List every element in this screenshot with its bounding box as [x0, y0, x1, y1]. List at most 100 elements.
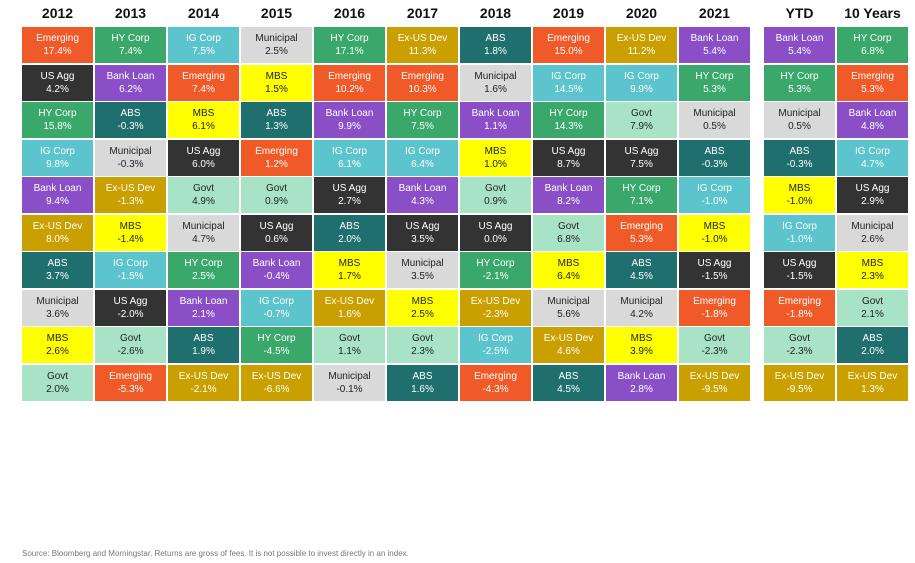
asset-class-label: US Agg: [478, 220, 513, 232]
asset-class-label: IG Corp: [550, 70, 586, 82]
return-cell: HY Corp 15.8%: [22, 102, 93, 138]
asset-class-label: Ex-US Dev: [774, 370, 825, 382]
asset-class-label: US Agg: [259, 220, 294, 232]
return-value: 2.1%: [192, 308, 215, 320]
asset-class-label: Municipal: [693, 108, 736, 119]
return-cell: Municipal 0.5%: [679, 102, 750, 138]
return-value: 4.2%: [630, 308, 653, 320]
return-cell: IG Corp -1.0%: [764, 214, 835, 251]
return-value: 6.8%: [861, 46, 884, 57]
return-value: 4.7%: [861, 158, 884, 170]
return-cell: Govt 4.9%: [168, 177, 239, 213]
return-value: 7.5%: [192, 46, 215, 57]
asset-class-label: Ex-US Dev: [847, 370, 898, 382]
asset-class-label: HY Corp: [695, 70, 734, 82]
return-cell: MBS 1.5%: [241, 64, 312, 101]
return-value: 3.5%: [411, 271, 434, 282]
return-cell: HY Corp 17.1%: [314, 27, 385, 63]
return-cell: US Agg -1.5%: [764, 252, 835, 288]
asset-class-label: IG Corp: [185, 33, 221, 44]
return-value: 3.7%: [46, 271, 69, 282]
asset-class-label: Emerging: [547, 33, 590, 44]
return-value: 7.4%: [119, 46, 142, 57]
return-value: -1.0%: [701, 196, 728, 207]
return-cell: Ex-US Dev 8.0%: [22, 214, 93, 251]
return-cell: Govt 2.1%: [837, 289, 908, 326]
return-cell: Ex-US Dev 4.6%: [533, 327, 604, 363]
return-cell: ABS 1.6%: [387, 364, 458, 401]
return-cell: Emerging 10.2%: [314, 64, 385, 101]
return-value: 2.3%: [861, 271, 884, 282]
return-cell: MBS 1.0%: [460, 139, 531, 176]
return-value: -0.7%: [263, 308, 290, 320]
asset-class-label: HY Corp: [38, 108, 77, 119]
asset-class-label: MBS: [861, 258, 884, 269]
return-value: -9.5%: [701, 383, 728, 395]
asset-class-label: Ex-US Dev: [543, 333, 594, 344]
asset-class-label: Bank Loan: [252, 258, 301, 269]
return-value: 1.2%: [265, 158, 288, 170]
asset-class-label: US Agg: [624, 145, 659, 157]
asset-class-label: Govt: [630, 108, 653, 119]
asset-class-label: Municipal: [474, 70, 517, 82]
return-cell: Govt 0.9%: [241, 177, 312, 213]
return-cell: IG Corp 4.7%: [837, 139, 908, 176]
asset-class-label: HY Corp: [622, 183, 661, 194]
return-value: 6.1%: [338, 158, 361, 170]
return-cell: Emerging -4.3%: [460, 364, 531, 401]
return-cell: MBS 2.6%: [22, 327, 93, 363]
return-cell: IG Corp 7.5%: [168, 27, 239, 63]
asset-class-label: IG Corp: [696, 183, 732, 194]
asset-class-label: Municipal: [182, 220, 225, 232]
asset-class-label: Govt: [265, 183, 288, 194]
return-value: -6.6%: [263, 383, 290, 395]
return-cell: Ex-US Dev 11.2%: [606, 27, 677, 63]
asset-class-label: MBS: [46, 333, 69, 344]
return-cell: Municipal 4.7%: [168, 214, 239, 251]
asset-class-label: MBS: [630, 333, 653, 344]
return-value: 2.6%: [861, 233, 884, 245]
return-value: -1.0%: [786, 233, 813, 245]
asset-class-label: MBS: [192, 108, 215, 119]
asset-class-label: Bank Loan: [471, 108, 520, 119]
return-cell: Emerging -1.8%: [764, 289, 835, 326]
asset-class-label: ABS: [485, 33, 506, 44]
asset-class-label: ABS: [631, 258, 652, 269]
return-value: 9.9%: [338, 121, 361, 132]
return-cell: MBS 2.3%: [837, 252, 908, 288]
asset-class-label: Bank Loan: [179, 295, 228, 307]
return-value: -4.5%: [263, 346, 290, 357]
return-value: 7.5%: [630, 158, 653, 170]
asset-class-label: Emerging: [328, 70, 371, 82]
return-cell: Municipal 0.5%: [764, 102, 835, 138]
asset-class-label: US Agg: [697, 258, 732, 269]
return-value: 1.6%: [338, 308, 361, 320]
return-cell: Ex-US Dev -1.3%: [95, 177, 166, 213]
asset-class-label: IG Corp: [781, 220, 817, 232]
return-value: 1.9%: [192, 346, 215, 357]
asset-class-label: ABS: [558, 370, 579, 382]
return-value: -1.5%: [117, 271, 144, 282]
asset-class-label: Bank Loan: [775, 33, 824, 44]
asset-class-label: US Agg: [186, 145, 221, 157]
asset-class-label: Municipal: [109, 145, 152, 157]
return-cell: ABS 4.5%: [606, 252, 677, 288]
return-cell: Bank Loan 5.4%: [764, 27, 835, 63]
asset-class-label: Bank Loan: [690, 33, 739, 44]
asset-class-label: IG Corp: [39, 145, 75, 157]
column-header: 2014: [187, 5, 220, 21]
asset-class-label: Govt: [192, 183, 215, 194]
return-cell: Ex-US Dev 1.6%: [314, 289, 385, 326]
return-value: -2.3%: [786, 346, 813, 357]
return-cell: MBS -1.0%: [764, 177, 835, 213]
return-value: 2.8%: [630, 383, 653, 395]
asset-class-label: Municipal: [547, 295, 590, 307]
return-cell: Ex-US Dev -2.3%: [460, 289, 531, 326]
return-value: 2.7%: [338, 196, 361, 207]
return-cell: IG Corp -1.0%: [679, 177, 750, 213]
return-cell: Govt 0.9%: [460, 177, 531, 213]
return-cell: ABS -0.3%: [95, 102, 166, 138]
asset-class-label: Ex-US Dev: [470, 295, 521, 307]
asset-class-label: ABS: [789, 145, 810, 157]
column-header: 2021: [698, 5, 731, 21]
